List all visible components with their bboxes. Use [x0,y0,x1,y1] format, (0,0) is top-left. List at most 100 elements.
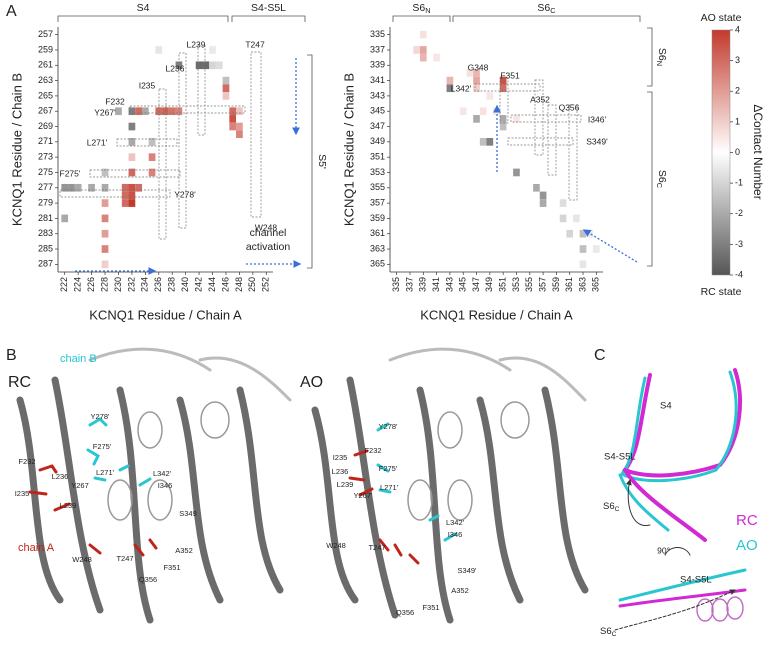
label-sub: C [615,506,620,513]
label-sub: C [612,631,617,638]
y-tick-label: 265 [38,90,53,100]
x-tick-label: 353 [511,277,521,292]
colorbar-tick-label: 2 [735,86,740,96]
residue-label: W248 [72,555,92,564]
x-tick-label: 236 [153,277,163,292]
colorbar-tick-label: -2 [735,208,743,218]
y-tick-label: 355 [370,182,385,192]
box [568,104,578,201]
segment-label: S5' [316,154,328,169]
heat-cell [236,122,243,131]
residue-label: A352 [175,546,193,555]
residue-annotation: F275' [60,168,81,178]
heat-cell [135,183,142,192]
chain-b-residues [86,417,152,487]
chain-label: chain A [18,542,55,554]
y-tick-label: 259 [38,44,53,54]
x-tick-label: 228 [99,277,109,292]
heat-cell [473,69,480,77]
heat-cell [128,138,136,146]
panel-label: C [594,347,606,364]
heat-cell [573,214,580,223]
heat-cell [195,61,203,70]
colorbar [711,29,731,276]
heat-cell [513,168,520,177]
chain-label: chain B [60,353,97,365]
residue-annotation: W248 [255,222,277,232]
helix-rc [623,468,707,542]
x-tick-label: 359 [551,277,561,292]
heat-cell [121,191,129,200]
heat-cell [236,107,243,116]
residue-label: Q356 [396,608,414,617]
x-tick-label: 240 [180,277,190,292]
x-tick-label: 246 [220,277,230,292]
y-tick-label: 281 [38,213,53,223]
x-tick-label: 250 [247,277,257,292]
residue-label: F351 [422,603,439,612]
heat-cell [413,46,420,54]
y-tick-label: 347 [370,121,385,131]
colorbar-tick-label: 3 [735,55,740,65]
residue-label: L236 [52,472,69,481]
heat-cell [128,183,136,192]
structure-rc [16,347,292,624]
heat-cell [466,69,474,77]
segment-bracket [452,15,641,22]
x-tick-label: 230 [113,277,123,292]
legend-rc: RC [736,512,758,529]
segment-bracket [647,91,653,267]
structure-overlay [614,368,747,631]
segment-label: S6N [655,48,668,66]
x-tick-label: 232 [126,277,136,292]
box [129,105,246,114]
residue-label: L239 [60,501,77,510]
residue-label: S349' [458,566,478,575]
heat-cell [579,245,587,253]
y-tick-label: 361 [370,228,385,238]
y-tick-label: 359 [370,213,385,223]
residue-annotation: F232 [105,96,125,106]
helix-label: S4 [660,401,672,412]
residue-annotation: L236 [166,63,185,73]
heat-cell [566,229,574,238]
residue-label: Y267 [71,481,89,490]
heat-cell [473,115,480,123]
colorbar-bottom-label: RC state [701,286,742,298]
x-tick-label: 365 [591,277,601,292]
heat-cell [128,168,136,177]
x-tick-label: 349 [484,277,494,292]
helix-rc [621,368,742,478]
colorbar-top-label: AO state [701,12,742,24]
x-tick-label: 341 [431,277,441,292]
residue-label: A352 [451,586,469,595]
label-sub: C [550,6,556,15]
y-tick-label: 279 [38,197,53,207]
heat-cell [486,138,494,146]
heat-cell [101,229,109,238]
heat-cell [148,153,156,161]
residue-annotation: T247 [245,39,265,49]
heat-cell [209,46,216,54]
chain-b-residues [376,422,457,542]
label-main: S4 [137,2,150,14]
box [250,51,262,218]
y-tick-label: 335 [370,29,385,39]
heatmaps: 222 224 226 228 230 232 234 236 238 240 242 244 246 2… [38,27,603,292]
segment-bracket [647,27,653,87]
loop [388,347,587,402]
heat-cell [115,107,122,116]
highlight-boxes [59,44,582,240]
segment-bracket [392,15,451,22]
heat-cell [499,122,507,131]
heat-cell [586,229,594,238]
heat-cell [419,53,427,62]
helix-label: S4-S5L [604,452,636,463]
x-tick-label: 335 [391,277,401,292]
box [178,52,187,229]
x-tick-label: 355 [524,277,534,292]
label-main: S6 [656,170,668,183]
helix-ao [618,568,747,602]
heat-cell [229,115,237,123]
